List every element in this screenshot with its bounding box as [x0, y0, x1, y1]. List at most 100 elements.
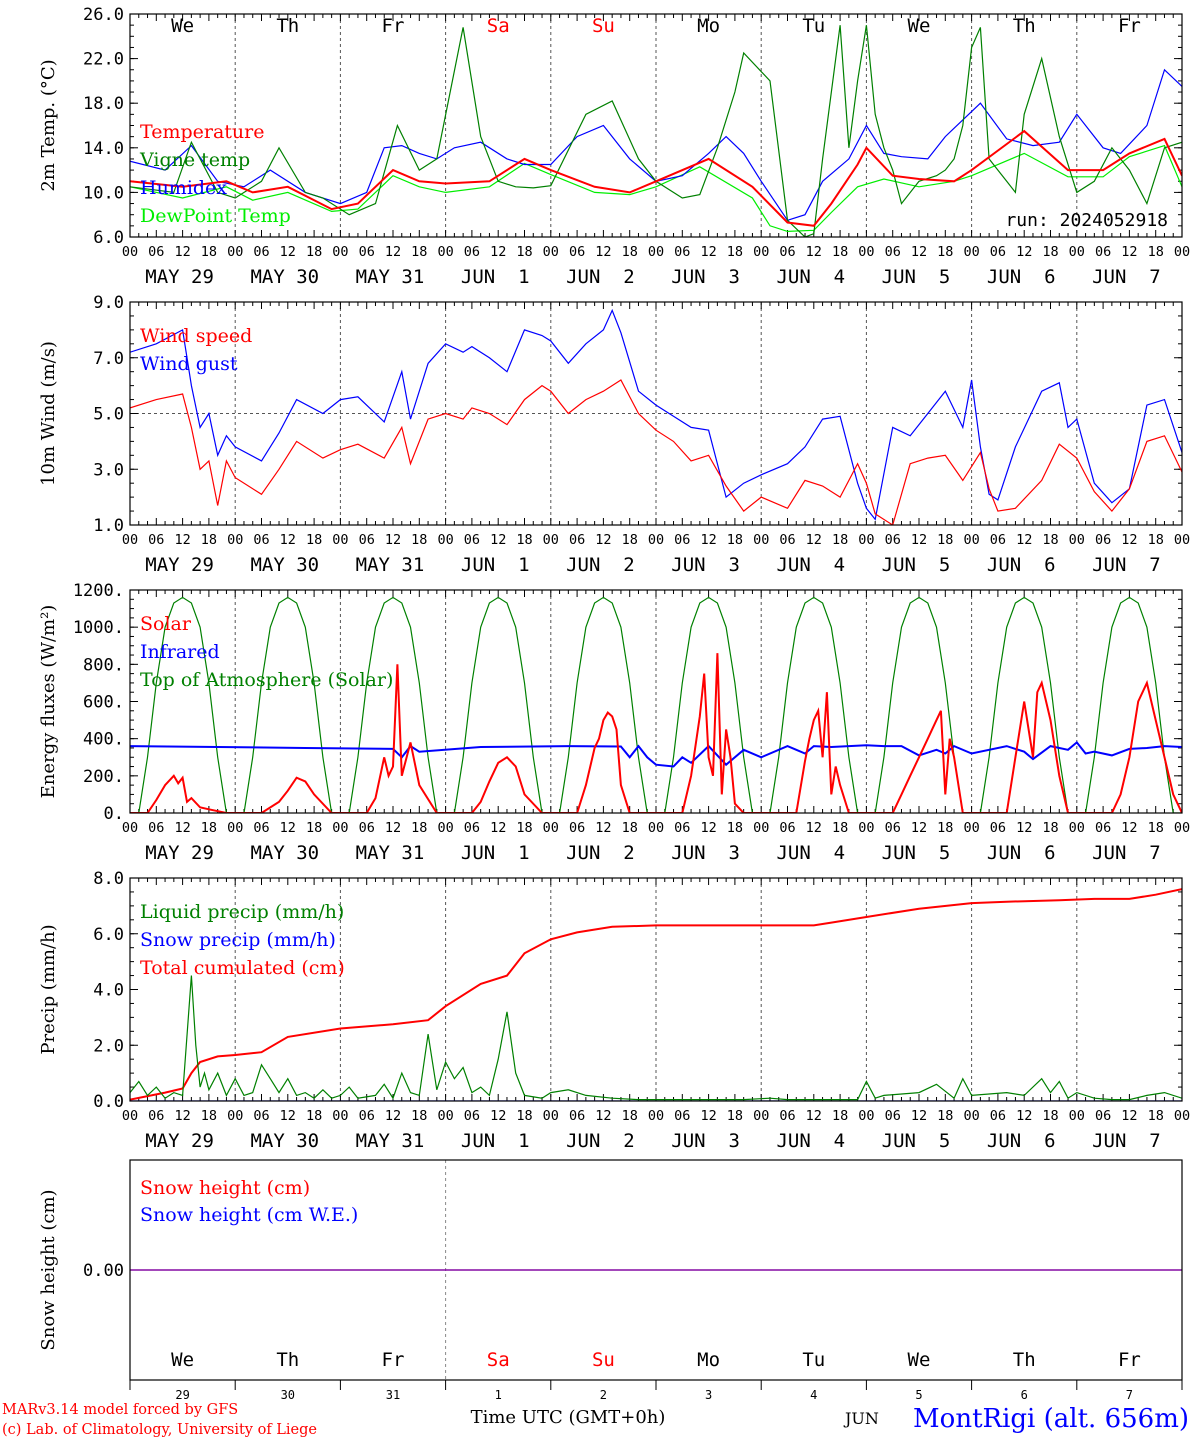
day-number: 1 [495, 1388, 502, 1402]
hour-label: 06 [569, 1108, 585, 1124]
hour-label: 12 [280, 820, 296, 836]
hour-label: 12 [1016, 1108, 1032, 1124]
y-tick-label: 1200. [73, 581, 124, 601]
hour-label: 00 [1174, 820, 1190, 836]
hour-label: 06 [990, 1108, 1006, 1124]
date-label: MAY 31 [356, 266, 425, 288]
hour-label: 06 [253, 532, 269, 548]
hour-label: 06 [464, 532, 480, 548]
date-label: JUN 7 [1092, 554, 1161, 576]
x-axis-label: Time UTC (GMT+0h) [471, 1407, 666, 1428]
legend-entry: Humidex [140, 177, 227, 199]
date-label: JUN 7 [1092, 842, 1161, 864]
hour-label: 12 [1121, 1108, 1137, 1124]
legend-entry: Snow precip (mm/h) [140, 929, 336, 951]
hour-label: 06 [990, 820, 1006, 836]
y-tick-label: 4.0 [93, 981, 124, 1001]
panel-3: 0. 200. 400. 600. 800. 1000. 1200. 00 06 12 18 00 06… [38, 581, 1190, 864]
day-number: 30 [281, 1388, 295, 1402]
hour-label: 00 [753, 244, 769, 260]
hour-label: 06 [569, 244, 585, 260]
hour-label: 18 [727, 532, 743, 548]
hour-label: 00 [332, 820, 348, 836]
y-tick-label: 10.0 [83, 183, 124, 203]
day-number: 31 [386, 1388, 400, 1402]
series-line-dewpoint-temp [130, 144, 1182, 233]
hour-label: 06 [148, 244, 164, 260]
hour-label: 06 [569, 532, 585, 548]
date-label: JUN 4 [776, 1130, 845, 1152]
hour-label: 12 [174, 532, 190, 548]
dow-label: We [171, 1349, 194, 1371]
hour-label: 18 [201, 244, 217, 260]
hour-label: 06 [990, 532, 1006, 548]
hour-label: 18 [1148, 820, 1164, 836]
hour-label: 00 [332, 244, 348, 260]
legend-entry: Total cumulated (cm) [140, 957, 345, 979]
hour-label: 00 [1069, 244, 1085, 260]
hour-label: 06 [1095, 244, 1111, 260]
hour-label: 18 [1042, 244, 1058, 260]
date-label: MAY 30 [250, 554, 319, 576]
hour-label: 12 [700, 244, 716, 260]
date-label: JUN 5 [882, 266, 951, 288]
run-label: run: 2024052918 [1005, 210, 1168, 231]
date-label: MAY 30 [250, 1130, 319, 1152]
y-axis-label: 2m Temp. (°C) [38, 59, 59, 191]
date-label: JUN 3 [671, 842, 740, 864]
series-line-humidex [130, 68, 1182, 222]
hour-label: 12 [911, 244, 927, 260]
hour-label: 12 [1016, 244, 1032, 260]
date-label: MAY 31 [356, 1130, 425, 1152]
series-line-vigne-temp [130, 25, 1182, 237]
hour-label: 00 [1174, 1108, 1190, 1124]
hour-label: 00 [332, 532, 348, 548]
hour-label: 00 [1174, 532, 1190, 548]
dow-label: Fr [382, 15, 405, 37]
date-label: JUN 1 [461, 554, 530, 576]
hour-label: 12 [1121, 532, 1137, 548]
hour-label: 06 [779, 1108, 795, 1124]
y-tick-label: 14.0 [83, 139, 124, 159]
y-tick-label: 200. [83, 767, 124, 787]
date-label: MAY 30 [250, 266, 319, 288]
hour-label: 00 [227, 532, 243, 548]
hour-label: 12 [700, 820, 716, 836]
date-label: JUN 4 [776, 554, 845, 576]
hour-label: 06 [148, 1108, 164, 1124]
hour-label: 00 [543, 1108, 559, 1124]
hour-label: 12 [385, 1108, 401, 1124]
legend-entry: Infrared [140, 641, 220, 663]
hour-label: 18 [622, 1108, 638, 1124]
hour-label: 06 [885, 820, 901, 836]
dow-label: Fr [1118, 15, 1141, 37]
y-axis-label: 10m Wind (m/s) [38, 341, 59, 486]
hour-label: 00 [648, 1108, 664, 1124]
dow-label: Th [276, 1349, 299, 1371]
hour-label: 18 [306, 244, 322, 260]
hour-label: 06 [779, 244, 795, 260]
hour-label: 00 [1174, 244, 1190, 260]
hour-label: 12 [806, 532, 822, 548]
hour-label: 00 [753, 1108, 769, 1124]
hour-label: 12 [700, 532, 716, 548]
hour-label: 00 [753, 820, 769, 836]
hour-label: 18 [832, 1108, 848, 1124]
hour-label: 00 [227, 820, 243, 836]
y-tick-label: 400. [83, 730, 124, 750]
hour-label: 12 [595, 820, 611, 836]
date-label: JUN 1 [461, 1130, 530, 1152]
hour-label: 06 [674, 244, 690, 260]
date-label: MAY 29 [145, 1130, 214, 1152]
date-label: JUN 6 [987, 554, 1056, 576]
date-label: JUN 3 [671, 1130, 740, 1152]
date-label: JUN 3 [671, 554, 740, 576]
plot-frame [129, 13, 1183, 238]
panel-4: 0.0 2.0 4.0 6.0 8.0 00 06 12 18 00 06 12 18 00 06 12 18 0… [38, 869, 1190, 1152]
panel-1: 6.0 10.0 14.0 18.0 22.0 26.0 00 06 12 18 00 06 12 18 0… [38, 5, 1190, 288]
hour-label: 12 [280, 1108, 296, 1124]
dow-label: Tu [802, 1349, 825, 1371]
hour-label: 18 [727, 820, 743, 836]
hour-label: 12 [490, 532, 506, 548]
